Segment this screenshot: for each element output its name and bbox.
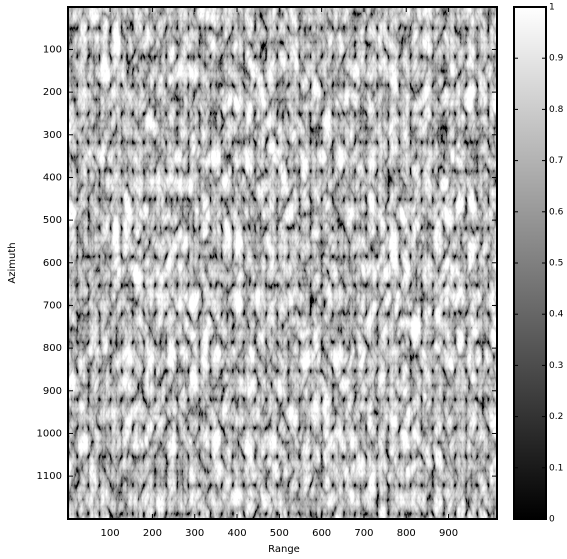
x-tick-label: 700 <box>354 528 373 539</box>
y-tick-label: 1000 <box>37 428 62 439</box>
y-tick-label: 300 <box>43 130 62 141</box>
y-tick-label: 500 <box>43 215 62 226</box>
colorbar-tick-label: 0.6 <box>549 207 564 217</box>
colorbar-tick-label: 1 <box>549 3 555 13</box>
x-tick-label: 900 <box>439 528 458 539</box>
y-tick-label: 1100 <box>37 471 62 482</box>
colorbar-tick-label: 0.4 <box>549 310 564 320</box>
colorbar-tick-label: 0.9 <box>549 54 564 64</box>
colorbar-tick-label: 0.3 <box>549 361 563 371</box>
y-tick-label: 400 <box>43 172 62 183</box>
x-tick-label: 200 <box>143 528 162 539</box>
x-tick-label: 800 <box>397 528 416 539</box>
colorbar-tick-label: 0.7 <box>549 156 563 166</box>
y-tick-label: 200 <box>43 87 62 98</box>
chart: Range Azimuth 100 200 300 400 500 600 700 800 90… <box>0 0 567 559</box>
x-tick-label: 400 <box>227 528 246 539</box>
colorbar-tick-label: 0.5 <box>549 259 563 269</box>
x-axis-label: Range <box>268 544 300 555</box>
y-tick-label: 100 <box>43 44 62 55</box>
y-tick-label: 900 <box>43 386 62 397</box>
y-axis-label: Azimuth <box>7 242 18 283</box>
colorbar-tick-label: 0.1 <box>549 463 563 473</box>
y-tick-label: 800 <box>43 343 62 354</box>
y-tick-label: 700 <box>43 300 62 311</box>
x-tick-label: 100 <box>101 528 120 539</box>
colorbar <box>514 7 546 519</box>
colorbar-tick-label: 0.2 <box>549 412 563 422</box>
y-tick-label: 600 <box>43 258 62 269</box>
x-tick-label: 300 <box>185 528 204 539</box>
x-tick-label: 600 <box>312 528 331 539</box>
colorbar-tick-label: 0 <box>549 515 555 525</box>
colorbar-tick-label: 0.8 <box>549 105 564 115</box>
x-tick-label: 500 <box>270 528 289 539</box>
image <box>68 7 497 519</box>
